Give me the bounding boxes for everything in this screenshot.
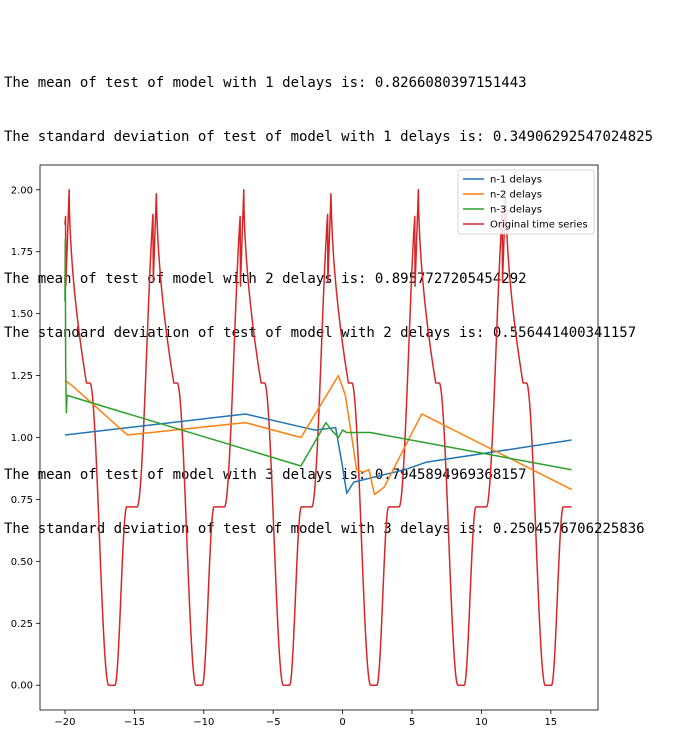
mean-line-3: The mean of test of model with 3 delays …: [4, 467, 527, 483]
x-tick-label: −10: [193, 717, 214, 728]
legend-box: [457, 169, 595, 235]
legend-label: n-3 delays: [490, 205, 542, 216]
mean-line-2: The mean of test of model with 2 delays …: [4, 271, 527, 287]
series-line-original: [64, 189, 573, 686]
y-tick-label: 1.75: [11, 247, 33, 258]
x-tick-label: 15: [544, 717, 557, 728]
y-tick-label: 0.00: [11, 681, 33, 692]
series-line-n1: [64, 413, 572, 494]
y-tick-label: 0.75: [11, 495, 33, 506]
x-tick-label: 10: [475, 717, 488, 728]
output-block-2: The mean of test of model with 2 delays …: [4, 234, 653, 378]
output-block-1: The mean of test of model with 1 delays …: [4, 38, 653, 182]
y-tick-label: 2.00: [11, 185, 33, 196]
std-line-1: The standard deviation of test of model …: [4, 129, 654, 145]
series-line-n2: [64, 374, 572, 496]
x-tick-label: −5: [266, 717, 281, 728]
y-tick-label: 1.00: [11, 433, 33, 444]
series-line-n3: [64, 238, 572, 471]
legend-label: Original time series: [490, 220, 588, 231]
console-output: The mean of test of model with 1 delays …: [4, 2, 653, 608]
y-tick-label: 0.50: [11, 557, 33, 568]
x-tick-label: −15: [124, 717, 145, 728]
y-tick-label: 1.50: [11, 309, 33, 320]
y-tick-label: 0.25: [11, 619, 33, 630]
y-tick-label: 1.25: [11, 371, 33, 382]
x-tick-label: −20: [54, 717, 75, 728]
mean-line-1: The mean of test of model with 1 delays …: [4, 75, 527, 91]
legend-label: n-2 delays: [490, 190, 542, 201]
x-tick-label: 0: [339, 717, 345, 728]
legend-label: n-1 delays: [490, 175, 542, 186]
plot-frame: [39, 164, 599, 711]
x-tick-label: 5: [409, 717, 415, 728]
